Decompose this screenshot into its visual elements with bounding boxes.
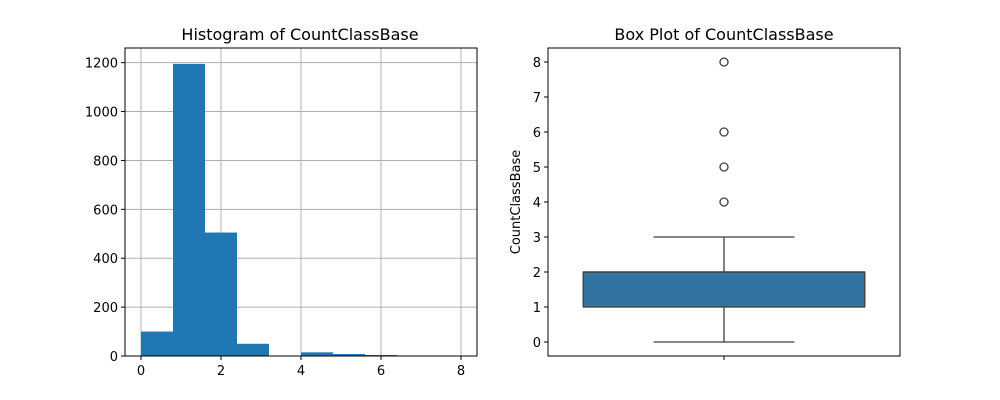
histogram-y-tick-label: 400 [93,252,118,267]
histogram-y-tick-label: 800 [93,154,118,169]
boxplot-outlier [719,57,729,67]
boxplot-y-tick-label: 5 [533,161,541,176]
histogram-bar [333,354,365,356]
histogram-ticks: 0 2 4 6 8 0 200 400 600 800 1000 1200 [85,57,465,379]
boxplot-y-tick-label: 6 [533,126,541,141]
histogram-axes-frame [124,47,478,357]
histogram-bar [205,232,237,356]
histogram-x-tick-label: 4 [297,364,305,379]
boxplot-marks [582,57,866,343]
histogram-bar [301,352,333,356]
histogram-bar [237,343,269,356]
boxplot-y-axis-label: CountClassBase [509,150,524,254]
boxplot-y-tick-label: 8 [533,56,541,71]
boxplot-y-tick-label: 0 [533,336,541,351]
histogram-panel: Histogram of CountClassBase 0 2 4 6 8 0 200 400… [85,25,478,379]
histogram-x-tick-label: 2 [217,364,225,379]
boxplot-box [582,271,866,308]
histogram-bars [141,63,461,357]
boxplot-y-tick-label: 2 [533,266,541,281]
histogram-x-tick-label: 6 [377,364,385,379]
histogram-y-tick-label: 1200 [85,57,118,72]
boxplot-title: Box Plot of CountClassBase [614,25,833,44]
boxplot-outlier [719,162,729,172]
boxplot-axes-frame [547,47,901,357]
boxplot-y-tick-label: 4 [533,196,541,211]
histogram-y-tick-label: 1000 [85,106,118,121]
boxplot-y-tick-label: 3 [533,231,541,246]
histogram-y-tick-label: 200 [93,301,118,316]
histogram-title: Histogram of CountClassBase [181,25,418,44]
histogram-x-tick-label: 8 [457,364,465,379]
boxplot-outlier [719,197,729,207]
histogram-bar [141,331,173,356]
boxplot-outlier [719,127,729,137]
histogram-y-tick-label: 0 [110,350,118,365]
histogram-y-tick-label: 600 [93,203,118,218]
boxplot-ticks: 0 1 2 3 4 5 6 7 8 [533,56,725,360]
boxplot-y-tick-label: 1 [533,301,541,316]
histogram-bar [173,63,205,357]
boxplot-panel: Box Plot of CountClassBase CountClassBas… [509,25,901,360]
boxplot-y-tick-label: 7 [533,91,541,106]
histogram-x-tick-label: 0 [137,364,145,379]
